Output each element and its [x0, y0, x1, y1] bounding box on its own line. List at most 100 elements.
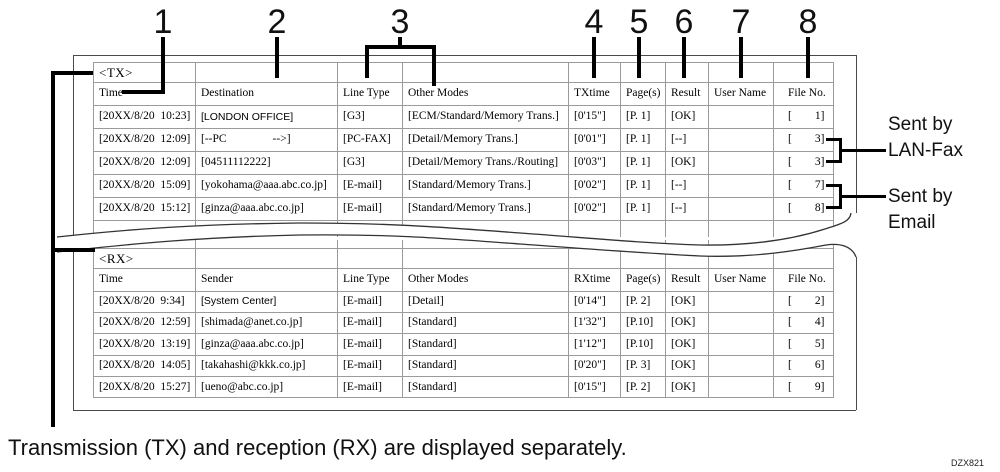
- outer-box-left-upper: [73, 55, 74, 236]
- rx-section-label: <RX>: [93, 247, 196, 269]
- cell-empty: [665, 240, 709, 249]
- cell-empty: [620, 247, 666, 269]
- cell-empty: [665, 247, 709, 269]
- callout-number-7: 7: [731, 3, 751, 41]
- col-header-other-modes: Other Modes: [402, 82, 569, 106]
- cell-time: [20XX/8/20 10:23]: [93, 105, 196, 129]
- cell-empty: [337, 62, 403, 83]
- cell-empty: [708, 240, 774, 249]
- rx-table: <RX> Time Sender Line Type Other Modes R…: [93, 240, 834, 399]
- cell-empty: [665, 220, 709, 237]
- cell-sender: [System Center]: [195, 290, 338, 313]
- email-bracket-vertical: [839, 184, 842, 209]
- cell-other-modes: [ECM/Standard/Memory Trans.]: [402, 105, 569, 129]
- cell-empty: [402, 247, 569, 269]
- callout-number-6: 6: [674, 3, 694, 41]
- cell-pages: [P. 3]: [620, 354, 666, 378]
- cell-result: [OK]: [665, 311, 709, 335]
- col-header-user-name: User Name: [708, 267, 774, 292]
- cell-file-no: [ 4]: [773, 311, 834, 335]
- cell-rxtime: [0'14"]: [568, 290, 621, 313]
- col-header-result: Result: [665, 82, 709, 106]
- cell-destination: [LONDON OFFICE]: [195, 105, 338, 129]
- cell-empty: [93, 240, 196, 249]
- cell-file-no: [ 8]: [773, 197, 834, 221]
- cell-line-type: [G3]: [337, 105, 403, 129]
- lan-fax-pointer-line: [842, 149, 886, 152]
- cell-time: [20XX/8/20 15:09]: [93, 174, 196, 198]
- tx-partial-row: [93, 220, 834, 237]
- lan-fax-label-line2: LAN-Fax: [888, 140, 963, 161]
- cell-file-no: [ 9]: [773, 376, 834, 399]
- cell-result: [--]: [665, 174, 709, 198]
- cell-file-no: [ 3]: [773, 151, 834, 175]
- outer-box-right-upper: [856, 55, 857, 225]
- cell-line-type: [E-mail]: [337, 174, 403, 198]
- callout-line-8: [806, 37, 810, 78]
- cell-empty: [337, 220, 403, 237]
- cell-user-name: [708, 333, 774, 356]
- cell-empty: [773, 247, 834, 269]
- cell-other-modes: [Standard]: [402, 333, 569, 356]
- cell-file-no: [ 1]: [773, 105, 834, 129]
- col-header-time: Time: [93, 82, 196, 106]
- cell-time: [20XX/8/20 9:34]: [93, 290, 196, 313]
- callout-line-3-bracket: [365, 45, 436, 49]
- cell-file-no: [ 5]: [773, 333, 834, 356]
- cell-empty: [195, 240, 338, 249]
- rx-data-row: [20XX/8/20 15:27] [ueno@abc.co.jp] [E-ma…: [93, 376, 834, 399]
- cell-result: [--]: [665, 128, 709, 152]
- cell-empty: [568, 240, 621, 249]
- cell-file-no: [ 2]: [773, 290, 834, 313]
- cell-pages: [P. 1]: [620, 105, 666, 129]
- outer-box-left-lower: [73, 250, 74, 410]
- lan-fax-bracket-top-hook: [826, 138, 842, 141]
- cell-other-modes: [Detail/Memory Trans./Routing]: [402, 151, 569, 175]
- cell-result: [OK]: [665, 290, 709, 313]
- cell-line-type: [G3]: [337, 151, 403, 175]
- cell-pages: [P. 1]: [620, 174, 666, 198]
- cell-pages: [P. 2]: [620, 290, 666, 313]
- cell-time: [20XX/8/20 12:09]: [93, 151, 196, 175]
- col-header-file-no: File No.: [773, 267, 834, 292]
- cell-empty: [402, 240, 569, 249]
- cell-result: [OK]: [665, 354, 709, 378]
- cell-other-modes: [Detail/Memory Trans.]: [402, 128, 569, 152]
- callout-line-1-vertical: [161, 37, 165, 94]
- cell-destination: [yokohama@aaa.abc.co.jp]: [195, 174, 338, 198]
- cell-txtime: [0'02"]: [568, 174, 621, 198]
- tx-section-label: <TX>: [93, 62, 196, 83]
- col-header-pages: Page(s): [620, 267, 666, 292]
- col-header-time: Time: [93, 267, 196, 292]
- col-header-line-type: Line Type: [337, 267, 403, 292]
- cell-user-name: [708, 376, 774, 399]
- cell-file-no: [ 3]: [773, 128, 834, 152]
- rx-data-row: [20XX/8/20 12:59] [shimada@anet.co.jp] […: [93, 311, 834, 335]
- cell-empty: [773, 220, 834, 237]
- cell-destination: [04511112222]: [195, 151, 338, 175]
- cell-empty: [195, 62, 338, 83]
- cell-txtime: [0'02"]: [568, 197, 621, 221]
- cell-pages: [P.10]: [620, 333, 666, 356]
- cell-empty: [337, 247, 403, 269]
- cell-time: [20XX/8/20 13:19]: [93, 333, 196, 356]
- col-header-txtime: TXtime: [568, 82, 621, 106]
- outer-box-top: [73, 55, 856, 56]
- cell-result: [--]: [665, 197, 709, 221]
- cell-pages: [P. 1]: [620, 128, 666, 152]
- cell-sender: [takahashi@kkk.co.jp]: [195, 354, 338, 378]
- tx-table: <TX> Time Destination Line Type Other Mo…: [93, 62, 834, 237]
- figure-code: DZX821: [950, 458, 984, 468]
- cell-time: [20XX/8/20 12:09]: [93, 128, 196, 152]
- email-label-line2: Email: [888, 212, 936, 233]
- callout-number-2: 2: [267, 3, 287, 41]
- cell-empty: [708, 247, 774, 269]
- figure-caption: Transmission (TX) and reception (RX) are…: [8, 435, 627, 460]
- cell-line-type: [E-mail]: [337, 354, 403, 378]
- email-label-line1: Sent by: [888, 186, 953, 207]
- cell-other-modes: [Standard]: [402, 354, 569, 378]
- cell-time: [20XX/8/20 12:59]: [93, 311, 196, 335]
- cell-sender: [shimada@anet.co.jp]: [195, 311, 338, 335]
- callout-number-8: 8: [798, 3, 818, 41]
- lan-fax-bracket-vertical: [839, 138, 842, 163]
